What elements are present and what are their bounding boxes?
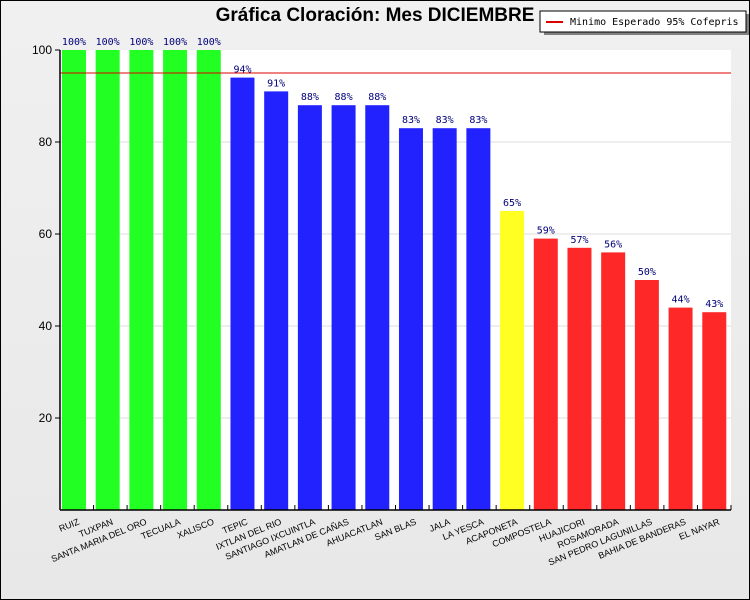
y-tick-label: 100 xyxy=(32,43,52,57)
legend: Minimo Esperado 95% Cofepris xyxy=(540,11,749,35)
bar xyxy=(601,252,625,510)
bar xyxy=(534,239,558,510)
bar xyxy=(399,128,423,510)
bar xyxy=(365,105,389,510)
data-label: 59% xyxy=(537,226,555,237)
bar xyxy=(163,50,187,510)
bar xyxy=(298,105,322,510)
data-label: 100% xyxy=(96,37,120,48)
data-label: 94% xyxy=(233,65,251,76)
y-tick-label: 60 xyxy=(39,227,53,241)
x-tick-label: TECUALA xyxy=(140,517,182,542)
data-label: 65% xyxy=(503,198,521,209)
y-tick-label: 20 xyxy=(39,411,53,425)
bar xyxy=(567,248,591,510)
data-label: 83% xyxy=(402,115,420,126)
data-label: 83% xyxy=(469,115,487,126)
bar xyxy=(500,211,524,510)
data-label: 83% xyxy=(436,115,454,126)
data-label: 100% xyxy=(62,37,86,48)
bar xyxy=(702,312,726,510)
legend-label: Minimo Esperado 95% Cofepris xyxy=(570,17,739,28)
bar xyxy=(669,308,693,510)
data-label: 100% xyxy=(129,37,153,48)
bar xyxy=(62,50,86,510)
data-label: 43% xyxy=(705,299,723,310)
data-label: 100% xyxy=(197,37,221,48)
plot-area xyxy=(60,50,731,510)
bar xyxy=(264,91,288,510)
chart-title: Gráfica Cloración: Mes DICIEMBRE xyxy=(216,5,535,26)
bar xyxy=(466,128,490,510)
y-tick-label: 80 xyxy=(39,135,53,149)
bar xyxy=(230,78,254,510)
data-label: 50% xyxy=(638,267,656,278)
data-label: 44% xyxy=(672,295,690,306)
bar xyxy=(96,50,120,510)
bar xyxy=(197,50,221,510)
data-label: 88% xyxy=(335,92,353,103)
bar xyxy=(433,128,457,510)
bar xyxy=(332,105,356,510)
y-tick-label: 40 xyxy=(39,319,53,333)
data-label: 91% xyxy=(267,78,285,89)
x-tick-label: XALISCO xyxy=(176,517,216,541)
data-label: 56% xyxy=(604,239,622,250)
bar xyxy=(635,280,659,510)
data-label: 100% xyxy=(163,37,187,48)
data-label: 57% xyxy=(570,235,588,246)
data-label: 88% xyxy=(368,92,386,103)
data-label: 88% xyxy=(301,92,319,103)
bar xyxy=(129,50,153,510)
